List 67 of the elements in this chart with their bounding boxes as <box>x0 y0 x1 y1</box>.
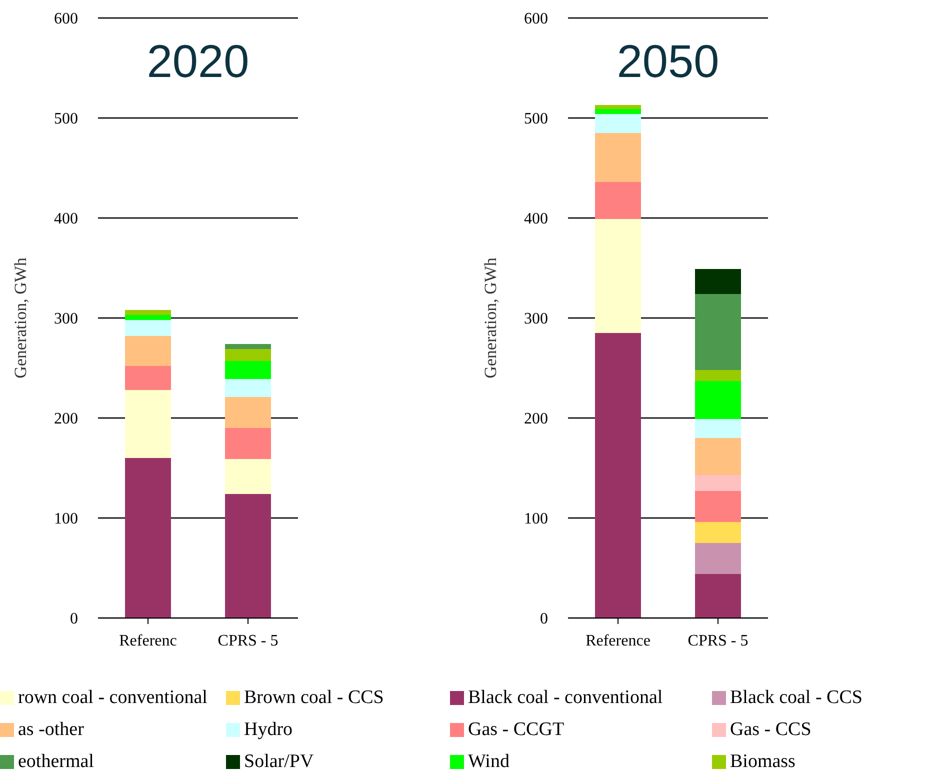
chart-title: 2020 <box>146 34 250 88</box>
legend-label: Brown coal - CCS <box>244 687 384 709</box>
bar <box>695 269 741 294</box>
legend-label: Hydro <box>244 719 293 741</box>
bar <box>125 320 171 336</box>
y-tick-label: 0 <box>540 610 548 628</box>
bar <box>595 333 641 618</box>
y-tick-label: 300 <box>54 310 78 328</box>
bar <box>695 574 741 618</box>
legend-label: eothermal <box>18 751 94 773</box>
bar <box>695 419 741 438</box>
y-tick-label: 200 <box>524 410 548 428</box>
y-tick-label: 600 <box>54 10 78 28</box>
y-tick-label: 600 <box>524 10 548 28</box>
bar <box>595 182 641 219</box>
legend-label: Gas - CCGT <box>468 719 564 741</box>
bar <box>125 315 171 320</box>
legend-label: Black coal - CCS <box>730 687 862 709</box>
legend-label: Gas - CCS <box>730 719 812 741</box>
chart-title: 2050 <box>616 34 720 88</box>
y-axis-title: Generation, GWh <box>11 257 30 378</box>
bar <box>125 458 171 618</box>
bar <box>595 219 641 333</box>
bar <box>225 397 271 428</box>
bar <box>225 459 271 494</box>
bar <box>125 336 171 366</box>
bar <box>695 438 741 475</box>
legend-label: rown coal - conventional <box>18 687 208 709</box>
y-tick-label: 100 <box>54 510 78 528</box>
y-tick-label: 300 <box>524 310 548 328</box>
bar <box>595 133 641 182</box>
legend-label: Solar/PV <box>244 751 314 773</box>
bar <box>695 381 741 419</box>
bar <box>695 522 741 543</box>
y-tick-label: 200 <box>54 410 78 428</box>
legend-label: as -other <box>18 719 84 741</box>
x-tick-label: CPRS - 5 <box>218 632 278 650</box>
y-tick-label: 400 <box>524 210 548 228</box>
bar <box>225 361 271 379</box>
bar <box>695 370 741 381</box>
bar <box>225 349 271 361</box>
bar <box>695 475 741 491</box>
y-tick-label: 0 <box>70 610 78 628</box>
y-tick-label: 100 <box>524 510 548 528</box>
bar <box>225 428 271 459</box>
bar <box>695 491 741 522</box>
bar <box>595 114 641 133</box>
legend-label: Black coal - conventional <box>468 687 663 709</box>
legend-label: Wind <box>468 751 510 773</box>
bar <box>125 366 171 390</box>
y-axis-title: Generation, GWh <box>481 257 500 378</box>
y-tick-label: 500 <box>524 110 548 128</box>
bar <box>125 310 171 315</box>
x-tick-label: CPRS - 5 <box>688 632 748 650</box>
bar <box>695 294 741 370</box>
y-tick-label: 400 <box>54 210 78 228</box>
x-tick-label: Reference <box>586 632 650 650</box>
bar <box>595 105 641 109</box>
x-tick-label: Referenc <box>119 632 177 650</box>
bar <box>695 543 741 574</box>
y-tick-label: 500 <box>54 110 78 128</box>
bar <box>595 109 641 114</box>
bar <box>125 390 171 458</box>
legend-label: Biomass <box>730 751 796 773</box>
bar <box>225 494 271 618</box>
bar <box>225 344 271 349</box>
bar <box>225 379 271 397</box>
